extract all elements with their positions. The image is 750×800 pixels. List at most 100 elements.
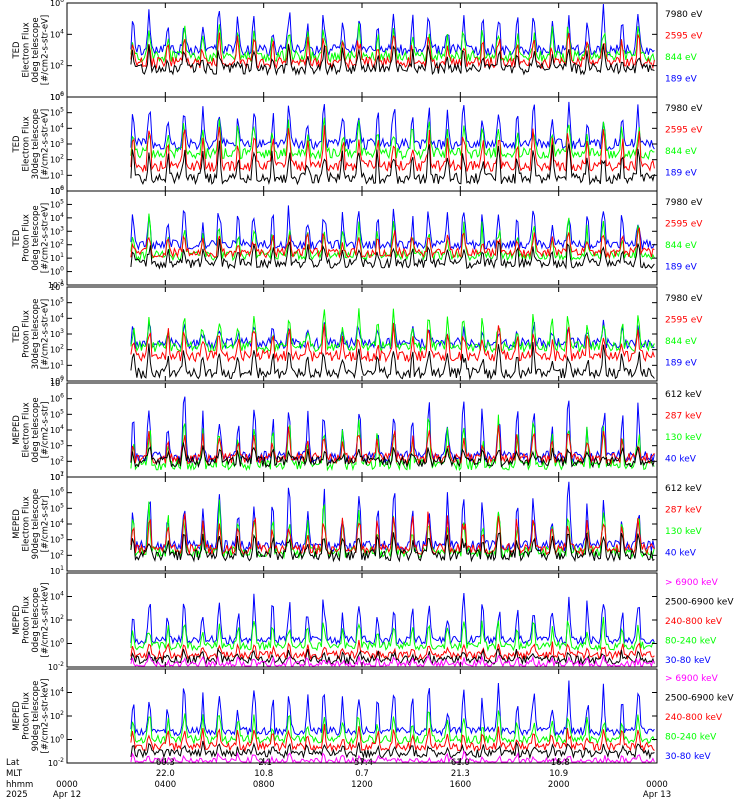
x-hhmm-label: 1600 — [450, 780, 472, 790]
x-row-label: Lat — [6, 758, 20, 768]
series-trace-blue — [130, 680, 655, 738]
y-tick-label: 103 — [50, 328, 64, 339]
y-tick-label: 102 — [50, 614, 64, 625]
y-tick-label: 106 — [50, 393, 64, 404]
legend-entry: 287 keV — [665, 506, 702, 516]
legend-entry: > 6900 keV — [665, 578, 719, 588]
y-axis-label: TEDProton Flux30deg telescope[#/cm2-s-st… — [12, 299, 51, 370]
series-trace-black — [130, 740, 655, 760]
y-tick-label: 107 — [50, 377, 64, 388]
legend-entry: 40 keV — [665, 549, 697, 559]
legend-entry: 40 keV — [665, 455, 697, 465]
series-trace-black — [130, 532, 655, 563]
y-axis-label-line: 90deg telescope — [31, 489, 41, 560]
x-mlt-label: 22.0 — [156, 769, 175, 779]
y-axis-label-line: [#/cm2-s-str] — [40, 496, 50, 553]
x-lat-label: 61.0 — [451, 758, 470, 768]
series-trace-black — [130, 238, 655, 270]
y-axis-label-line: TED — [12, 325, 22, 344]
panel-6: 101 102 103 104 105 106 107 MEPEDElectron Flux9… — [12, 471, 703, 576]
y-tick-label: 102 — [50, 239, 64, 250]
x-hhmm-label: 0000 — [56, 780, 78, 790]
series-trace-blue — [130, 592, 655, 646]
y-tick-label: 105 — [50, 408, 64, 419]
y-axis-label-line: [#/cm2-s-str-eV] — [40, 15, 50, 85]
y-tick-label: 102 — [50, 154, 64, 165]
series-trace-black — [130, 442, 655, 469]
y-axis-label-line: Electron Flux — [21, 116, 31, 171]
series-trace-red — [130, 125, 655, 173]
y-axis-label-line: 90deg telescope — [31, 681, 41, 752]
y-axis-label: MEPEDProton Flux0deg telescope[#/cm2-s-s… — [12, 583, 51, 658]
x-lat-label: -57.4 — [351, 758, 373, 768]
y-axis-label-line: TED — [12, 229, 22, 248]
y-tick-label: 104 — [50, 312, 64, 323]
y-tick-label: 102 — [50, 60, 64, 71]
series-trace-red — [130, 323, 655, 363]
legend-entry: 189 eV — [665, 75, 698, 85]
y-axis-label-line: Proton Flux — [21, 310, 31, 358]
y-axis-label-line: Electron Flux — [21, 496, 31, 551]
y-axis-label-line: [#/cm2-s-str-eV] — [40, 203, 50, 273]
y-axis-label-line: [#/cm2-s-str-keV] — [40, 679, 50, 754]
series-trace-black — [130, 44, 655, 77]
panel-5: 101 102 103 104 105 106 107 MEPEDElectron Flux0… — [12, 377, 703, 482]
y-tick-label: 100 — [50, 638, 64, 649]
x-mlt-label: 10.8 — [254, 769, 273, 779]
legend-entry: 844 eV — [665, 241, 698, 251]
legend-entry: 189 eV — [665, 169, 698, 179]
y-axis-label: MEPEDProton Flux90deg telescope[#/cm2-s-… — [12, 679, 51, 754]
y-tick-label: 102 — [50, 710, 64, 721]
y-axis-label-line: Proton Flux — [21, 692, 31, 740]
legend-entry: 240-800 keV — [665, 713, 723, 723]
y-axis-label-line: 30deg telescope — [31, 299, 41, 370]
legend-entry: 130 keV — [665, 433, 702, 443]
y-tick-label: 104 — [50, 212, 64, 223]
x-mlt-label: 10.9 — [549, 769, 568, 779]
y-tick-label: 104 — [50, 28, 64, 39]
y-tick-label: 105 — [50, 107, 64, 118]
y-axis-label-line: TED — [12, 135, 22, 154]
series-trace-black — [130, 140, 655, 186]
y-tick-label: 102 — [50, 344, 64, 355]
y-tick-label: 104 — [50, 687, 64, 698]
x-mlt-label: 21.3 — [451, 769, 470, 779]
legend-entry: 2500-6900 keV — [665, 694, 734, 704]
legend-entry: > 6900 keV — [665, 674, 719, 684]
y-tick-label: 105 — [50, 198, 64, 209]
y-tick-label: 10-2 — [48, 757, 64, 768]
y-axis-label: TEDElectron Flux0deg telescope[#/cm2-s-s… — [12, 15, 51, 85]
y-axis-label: TEDElectron Flux30deg telescope[#/cm2-s-… — [12, 109, 51, 180]
x-row-label: 2025 — [6, 790, 28, 800]
y-axis-label-line: [#/cm2-s-str] — [40, 402, 50, 459]
legend-entry: 2595 eV — [665, 32, 703, 42]
y-tick-label: 107 — [50, 471, 64, 482]
y-tick-label: 102 — [50, 455, 64, 466]
legend-entry: 80-240 keV — [665, 733, 717, 743]
y-axis-label-line: 0deg telescope — [31, 17, 41, 82]
y-tick-label: 104 — [50, 518, 64, 529]
legend-entry: 844 eV — [665, 337, 698, 347]
y-tick-label: 100 — [50, 734, 64, 745]
legend-entry: 30-80 keV — [665, 656, 711, 666]
legend-entry: 7980 eV — [665, 104, 703, 114]
legend-entry: 2595 eV — [665, 220, 703, 230]
y-tick-label: 106 — [50, 0, 64, 8]
series-trace-green — [130, 710, 655, 746]
y-tick-label: 104 — [50, 591, 64, 602]
y-axis-label-line: MEPED — [12, 605, 22, 635]
panel-frame — [66, 572, 658, 668]
y-axis-label-line: 30deg telescope — [31, 109, 41, 180]
legend-entry: 30-80 keV — [665, 752, 711, 762]
y-axis-label-line: [#/cm2-s-str-keV] — [40, 583, 50, 658]
legend-entry: 2595 eV — [665, 126, 703, 136]
y-tick-label: 101 — [50, 252, 64, 263]
y-tick-label: 101 — [50, 471, 64, 482]
x-row-label: MLT — [6, 769, 23, 779]
panel-2: 100 101 102 103 104 105 106 TEDElectron Flux30d… — [12, 91, 704, 196]
legend-entry: 189 eV — [665, 263, 698, 273]
y-axis-label-line: 0deg telescope — [31, 397, 41, 462]
y-tick-label: 104 — [50, 424, 64, 435]
